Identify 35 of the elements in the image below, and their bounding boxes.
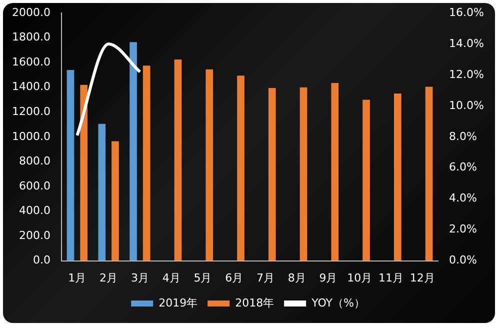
y2-tick-label: 8.0% xyxy=(449,130,478,143)
x-tick-label: 3月 xyxy=(130,271,149,284)
x-tick-label: 7月 xyxy=(256,271,274,284)
y-tick-label: 0.0 xyxy=(32,254,50,267)
x-tick-label: 9月 xyxy=(319,271,338,284)
x-tick-label: 6月 xyxy=(225,271,244,284)
y2-tick-label: 16.0% xyxy=(449,6,484,19)
y-tick-label: 800.0 xyxy=(18,154,50,168)
y2-tick-label: 14.0% xyxy=(449,36,484,50)
legend-label: YOY（%） xyxy=(310,296,365,310)
y-tick-label: 400.0 xyxy=(18,204,50,218)
x-tick-label: 2月 xyxy=(100,271,118,284)
y-tick-label: 1200.0 xyxy=(12,104,50,118)
x-tick-label: 8月 xyxy=(288,271,306,284)
legend-label: 2018年 xyxy=(235,296,274,310)
legend-label: 2019年 xyxy=(158,296,198,310)
x-tick-label: 10月 xyxy=(347,271,372,284)
y2-tick-label: 2.0% xyxy=(449,222,478,236)
y-tick-label: 1800.0 xyxy=(12,30,50,44)
y-tick-label: 1000.0 xyxy=(12,130,50,143)
y-tick-label: 2000.0 xyxy=(12,6,50,19)
y2-tick-label: 12.0% xyxy=(449,68,484,81)
x-tick-label: 1月 xyxy=(68,271,86,284)
x-tick-label: 4月 xyxy=(162,271,180,284)
x-tick-label: 11月 xyxy=(378,271,404,284)
y2-tick-label: 10.0% xyxy=(449,98,484,112)
y-tick-label: 200.0 xyxy=(18,228,50,242)
y2-tick-label: 6.0% xyxy=(449,160,478,174)
y-tick-label: 1600.0 xyxy=(12,55,50,68)
x-tick-label: 5月 xyxy=(194,271,212,284)
y2-tick-label: 0.0% xyxy=(449,254,478,267)
y-tick-label: 600.0 xyxy=(18,179,50,192)
x-tick-label: 12月 xyxy=(410,271,435,284)
y2-tick-label: 4.0% xyxy=(449,192,478,205)
y-tick-label: 1400.0 xyxy=(12,80,50,94)
